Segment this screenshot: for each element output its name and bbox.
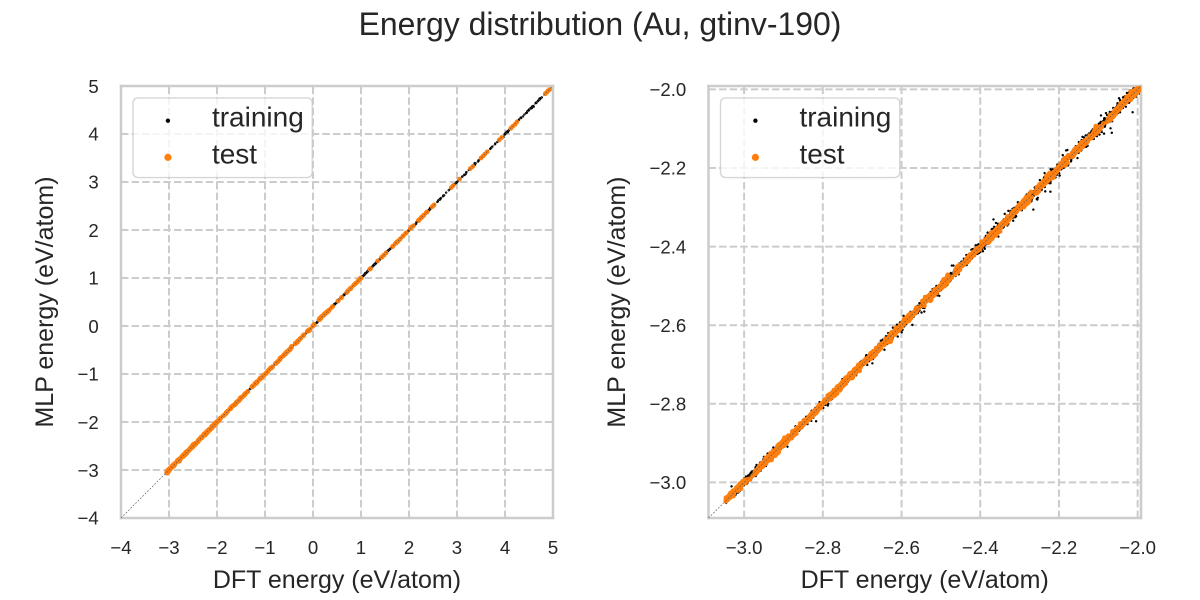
svg-text:−1: −1 [78,364,99,385]
svg-text:4: 4 [500,537,510,558]
svg-text:−3: −3 [158,537,179,558]
svg-text:−2.6: −2.6 [883,537,920,558]
svg-text:Energy distribution (Au, gtinv: Energy distribution (Au, gtinv-190) [359,6,842,42]
svg-text:−2.4: −2.4 [650,236,687,257]
svg-text:−2.8: −2.8 [804,537,841,558]
svg-text:2: 2 [404,537,414,558]
svg-text:1: 1 [356,537,366,558]
svg-text:5: 5 [88,76,98,97]
svg-text:−2: −2 [206,537,227,558]
svg-text:−4: −4 [78,508,99,529]
svg-text:2: 2 [88,220,98,241]
svg-text:−2: −2 [78,412,99,433]
svg-text:0: 0 [88,316,98,337]
svg-text:1: 1 [88,268,98,289]
svg-text:−2.0: −2.0 [1119,537,1156,558]
svg-text:3: 3 [452,537,462,558]
svg-text:training: training [212,102,304,133]
svg-text:5: 5 [548,537,558,558]
svg-text:test: test [799,138,844,169]
svg-text:−3: −3 [78,460,99,481]
svg-text:−3.0: −3.0 [650,472,687,493]
svg-text:−2.2: −2.2 [650,158,687,179]
svg-text:DFT energy (eV/atom): DFT energy (eV/atom) [213,566,461,594]
svg-text:DFT energy (eV/atom): DFT energy (eV/atom) [801,566,1049,594]
svg-text:3: 3 [88,172,98,193]
svg-text:MLP energy (eV/atom): MLP energy (eV/atom) [31,176,59,427]
svg-text:test: test [212,138,257,169]
svg-text:4: 4 [88,124,98,145]
svg-text:training: training [799,102,891,133]
svg-text:0: 0 [308,537,318,558]
svg-text:−2.4: −2.4 [962,537,999,558]
svg-text:−2.8: −2.8 [650,394,687,415]
svg-text:MLP energy (eV/atom): MLP energy (eV/atom) [603,177,631,428]
svg-text:−3.0: −3.0 [726,537,763,558]
svg-text:−1: −1 [254,537,275,558]
svg-text:−2.0: −2.0 [650,79,687,100]
svg-text:−2.6: −2.6 [650,315,687,336]
svg-text:−4: −4 [110,537,131,558]
svg-text:−2.2: −2.2 [1041,537,1078,558]
